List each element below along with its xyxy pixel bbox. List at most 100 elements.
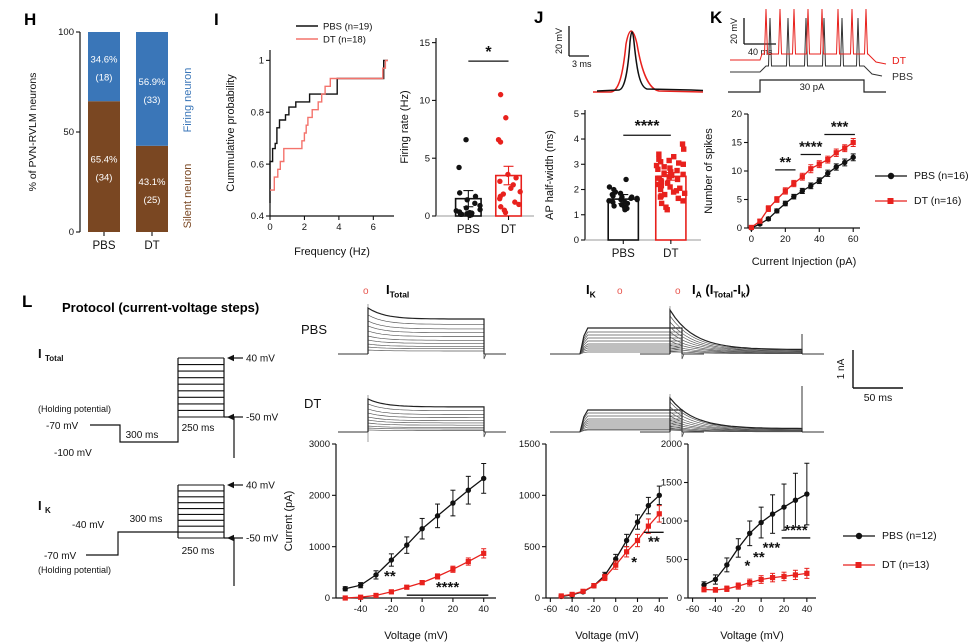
svg-text:**: ** bbox=[384, 568, 396, 585]
svg-text:K: K bbox=[45, 506, 51, 515]
svg-text:DT: DT bbox=[663, 248, 678, 260]
panel-l-legend: PBS (n=12) DT (n=13) bbox=[842, 530, 937, 588]
svg-text:5: 5 bbox=[425, 153, 430, 164]
svg-text:20: 20 bbox=[780, 234, 791, 245]
svg-text:1 nA: 1 nA bbox=[836, 358, 847, 379]
svg-text:0: 0 bbox=[420, 604, 425, 615]
svg-text:2000: 2000 bbox=[661, 439, 682, 450]
svg-text:Number of spikes: Number of spikes bbox=[703, 128, 715, 214]
svg-text:0: 0 bbox=[737, 223, 742, 234]
svg-text:10: 10 bbox=[419, 96, 430, 107]
svg-text:***: *** bbox=[763, 540, 781, 557]
svg-text:3000: 3000 bbox=[309, 439, 330, 450]
svg-text:40 mV: 40 mV bbox=[246, 354, 275, 365]
svg-text:65.4%: 65.4% bbox=[91, 155, 118, 166]
svg-text:*: * bbox=[631, 554, 637, 571]
cumulative-probability-chart: 0.4 0.6 0.8 1 0 2 4 6 Frequency (Hz) Cummulative … bbox=[225, 21, 394, 258]
svg-text:PBS: PBS bbox=[457, 224, 480, 236]
svg-text:3 ms: 3 ms bbox=[572, 59, 592, 69]
svg-text:0: 0 bbox=[574, 235, 579, 246]
svg-text:0: 0 bbox=[535, 593, 540, 604]
svg-text:(Holding potential): (Holding potential) bbox=[38, 565, 111, 575]
trace-col-title-ik: IK bbox=[586, 282, 596, 300]
svg-text:Current (pA): Current (pA) bbox=[283, 491, 295, 552]
svg-text:1000: 1000 bbox=[309, 542, 330, 553]
firing-rate-bar-chart: 0 5 10 15 PBS DT * Firing rate (Hz) bbox=[399, 38, 534, 236]
svg-text:0.8: 0.8 bbox=[251, 107, 264, 118]
svg-text:Voltage (mV): Voltage (mV) bbox=[384, 630, 448, 642]
trace-dt-ik bbox=[550, 409, 704, 438]
iv-curve-itotal: 0 1000 2000 3000 -40 -20 0 20 40 Voltage (mV) Curr… bbox=[283, 439, 496, 642]
iv-curve-ia: 0 500 1000 1500 2000 -60 -40 -20 0 20 40 Voltage (m… bbox=[661, 439, 816, 642]
svg-text:250 ms: 250 ms bbox=[182, 423, 215, 434]
svg-text:56.9%: 56.9% bbox=[139, 77, 166, 88]
svg-text:-40 mV: -40 mV bbox=[72, 520, 105, 531]
panel-label-l: L bbox=[22, 292, 33, 311]
svg-text:43.1%: 43.1% bbox=[139, 177, 166, 188]
svg-text:20: 20 bbox=[731, 109, 742, 120]
svg-text:*: * bbox=[745, 557, 751, 574]
svg-text:Firing rate (Hz): Firing rate (Hz) bbox=[399, 90, 411, 163]
svg-text:40 mV: 40 mV bbox=[246, 481, 275, 492]
trace-pbs-ia bbox=[640, 306, 824, 355]
svg-text:***: *** bbox=[831, 119, 849, 136]
svg-text:6: 6 bbox=[371, 222, 376, 233]
trace-pbs-ik bbox=[550, 327, 704, 360]
protocol-ik-diagram: I K -70 mV (Holding potential) -40 mV 300 ms 2… bbox=[38, 481, 279, 586]
panel-label-k: K bbox=[710, 8, 723, 27]
svg-text:40: 40 bbox=[478, 604, 489, 615]
svg-text:-20: -20 bbox=[731, 604, 745, 615]
svg-text:DT (n=18): DT (n=18) bbox=[323, 34, 366, 45]
protocol-title: Protocol (current-voltage steps) bbox=[62, 300, 260, 315]
svg-text:300 ms: 300 ms bbox=[130, 514, 163, 525]
svg-text:I: I bbox=[38, 346, 42, 361]
svg-text:40: 40 bbox=[802, 604, 813, 615]
svg-text:(33): (33) bbox=[144, 95, 161, 106]
svg-text:DT: DT bbox=[892, 55, 907, 67]
svg-text:40 ms: 40 ms bbox=[748, 47, 773, 57]
svg-text:(34): (34) bbox=[96, 173, 113, 184]
svg-text:500: 500 bbox=[666, 555, 682, 566]
svg-text:15: 15 bbox=[419, 38, 430, 49]
svg-text:10: 10 bbox=[731, 166, 742, 177]
svg-text:PBS: PBS bbox=[92, 240, 115, 252]
trace-row-label-pbs: PBS bbox=[301, 322, 328, 337]
protocol-itotal-diagram: I Total (Holding potential) -70 mV -100 mV 30… bbox=[38, 346, 279, 459]
svg-text:50: 50 bbox=[63, 127, 74, 138]
svg-text:40: 40 bbox=[654, 604, 665, 615]
svg-text:0: 0 bbox=[267, 222, 272, 233]
spike-trace-inset: 20 mV 40 ms 30 pA DT PBS bbox=[728, 8, 913, 93]
svg-text:(18): (18) bbox=[96, 73, 113, 84]
panel-label-i: I bbox=[214, 10, 219, 29]
svg-text:500: 500 bbox=[524, 542, 540, 553]
svg-text:-20: -20 bbox=[385, 604, 399, 615]
svg-text:(Holding potential): (Holding potential) bbox=[38, 404, 111, 414]
svg-text:5: 5 bbox=[737, 195, 742, 206]
svg-text:2000: 2000 bbox=[309, 491, 330, 502]
trace-pbs-itotal bbox=[338, 304, 506, 360]
svg-text:0: 0 bbox=[749, 234, 754, 245]
svg-text:DT: DT bbox=[501, 224, 516, 236]
svg-text:1500: 1500 bbox=[661, 478, 682, 489]
svg-text:*: * bbox=[485, 44, 492, 61]
svg-text:**: ** bbox=[779, 154, 791, 171]
svg-text:Voltage (mV): Voltage (mV) bbox=[575, 630, 639, 642]
svg-text:Frequency (Hz): Frequency (Hz) bbox=[294, 246, 370, 258]
stim-onset-marker-itotal: o bbox=[363, 286, 369, 297]
stacked-bar-chart: 0 50 100 34.6% (18) 65.4% (34) PBS 56.9% (33) 43.1… bbox=[27, 27, 194, 252]
svg-text:40: 40 bbox=[814, 234, 825, 245]
svg-text:1: 1 bbox=[259, 56, 264, 67]
svg-text:0.4: 0.4 bbox=[251, 211, 264, 222]
svg-text:Total: Total bbox=[45, 354, 64, 363]
svg-text:60: 60 bbox=[848, 234, 859, 245]
svg-text:20 mV: 20 mV bbox=[554, 28, 564, 54]
ap-halfwidth-bar-chart: 0 1 2 3 4 5 PBS DT **** AP half-width (ms) bbox=[544, 109, 701, 260]
svg-text:4: 4 bbox=[336, 222, 341, 233]
svg-text:0: 0 bbox=[325, 593, 330, 604]
svg-text:-60: -60 bbox=[686, 604, 700, 615]
svg-text:Voltage (mV): Voltage (mV) bbox=[720, 630, 784, 642]
svg-text:50 ms: 50 ms bbox=[864, 392, 893, 404]
svg-text:20: 20 bbox=[632, 604, 643, 615]
svg-text:****: **** bbox=[799, 138, 823, 155]
